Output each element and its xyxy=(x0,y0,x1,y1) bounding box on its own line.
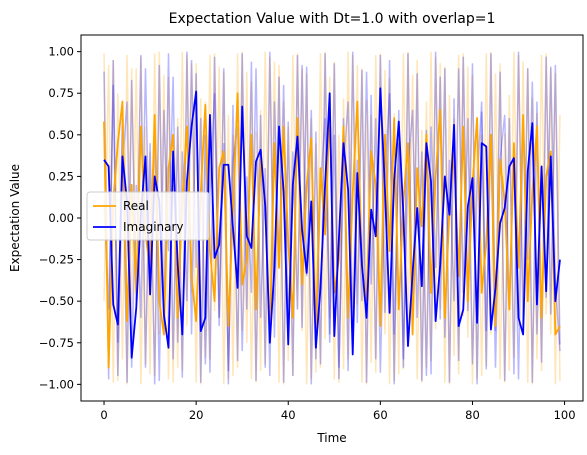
y-tick-label: −0.25 xyxy=(39,253,74,267)
chart-title: Expectation Value with Dt=1.0 with overl… xyxy=(169,11,496,27)
y-tick-label: 1.00 xyxy=(48,45,74,59)
main-series-layer xyxy=(103,87,561,369)
x-axis-ticks: 0 20 40 60 80 100 xyxy=(100,401,576,422)
y-axis-ticks: 1.00 0.75 0.50 0.25 0.00 −0.25 −0.50 −0.75 −1.00 xyxy=(39,45,81,391)
y-tick-label: −0.75 xyxy=(39,336,74,350)
x-tick-label: 40 xyxy=(281,408,296,422)
y-tick-label: 0.25 xyxy=(48,169,74,183)
y-tick-label: −0.50 xyxy=(39,294,74,308)
legend-real-label: Real xyxy=(123,199,149,213)
y-axis-label: Expectation Value xyxy=(8,164,22,272)
x-tick-label: 60 xyxy=(373,408,388,422)
legend-imaginary-label: Imaginary xyxy=(123,220,184,234)
x-tick-label: 20 xyxy=(189,408,204,422)
y-tick-label: 0.00 xyxy=(48,211,74,225)
x-tick-label: 0 xyxy=(100,408,107,422)
series-line-imaginary xyxy=(103,87,561,359)
x-axis-label: Time xyxy=(316,431,346,445)
y-tick-label: −1.00 xyxy=(39,377,74,391)
y-tick-label: 0.75 xyxy=(48,86,74,100)
x-tick-label: 100 xyxy=(554,408,576,422)
legend: Real Imaginary xyxy=(86,191,210,241)
y-tick-label: 0.50 xyxy=(48,128,74,142)
legend-box xyxy=(86,191,210,241)
x-tick-label: 80 xyxy=(465,408,480,422)
